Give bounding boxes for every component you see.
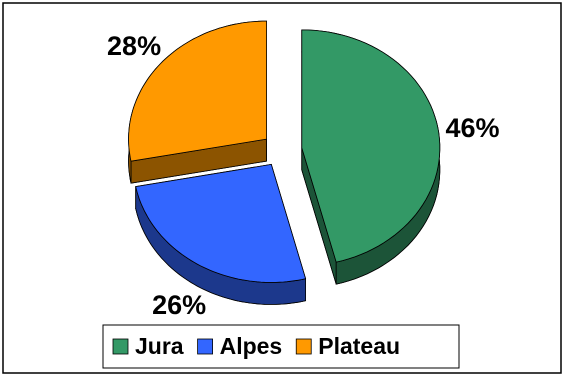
chart-frame: [2, 2, 562, 374]
legend-swatch: [197, 338, 213, 355]
legend-label: Alpes: [220, 333, 283, 359]
data-label: 26%: [152, 290, 206, 320]
data-label: 28%: [107, 31, 161, 61]
legend-swatch: [295, 338, 312, 355]
legend-swatch: [112, 338, 129, 355]
legend-box: [102, 324, 460, 369]
slice: [135, 163, 307, 283]
slice: [301, 29, 441, 263]
data-label: 46%: [445, 113, 499, 143]
slice: [128, 20, 267, 162]
legend-label: Jura: [135, 333, 184, 359]
legend-label: Plateau: [318, 333, 400, 359]
